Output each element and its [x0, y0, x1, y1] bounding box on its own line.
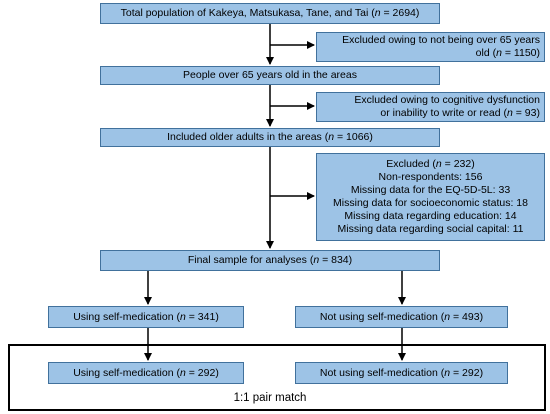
using-self-medication-text: Using self-medication (n = 341): [73, 310, 219, 323]
box-final-sample: Final sample for analyses (n = 834): [100, 250, 440, 271]
included-older-adults-text: Included older adults in the areas (n = …: [167, 131, 373, 143]
excluded-missing-line-2: Non-respondents: 156: [378, 171, 483, 183]
box-using-self-medication: Using self-medication (n = 341): [48, 306, 244, 328]
pair-match-label: 1:1 pair match: [233, 392, 307, 404]
box-excluded-age: Excluded owing to not being over 65 year…: [316, 32, 545, 62]
matched-using-text: Using self-medication (n = 292): [73, 366, 219, 379]
box-total-population: Total population of Kakeya, Matsukasa, T…: [100, 3, 440, 24]
excluded-cognitive-line-2: or inability to write or read (n = 93): [380, 107, 540, 119]
box-matched-using: Using self-medication (n = 292): [48, 362, 244, 384]
not-using-self-medication-text: Not using self-medication (n = 493): [319, 310, 484, 323]
box-excluded-cognitive: Excluded owing to cognitive dysfunction …: [316, 92, 545, 122]
excluded-missing-line-4: Missing data for socioeconomic status: 1…: [333, 197, 528, 209]
excluded-cognitive-line-1: Excluded owing to cognitive dysfunction: [354, 94, 540, 106]
excluded-age-line-2: old (n = 1150): [475, 47, 540, 59]
box-included-older-adults: Included older adults in the areas (n = …: [100, 128, 440, 147]
over-65-text: People over 65 years old in the areas: [183, 69, 357, 81]
excluded-age-line-1: Excluded owing to not being over 65 year…: [342, 34, 540, 46]
excluded-missing-line-5: Missing data regarding education: 14: [344, 210, 517, 222]
pair-match-frame: [8, 344, 546, 411]
box-matched-not-using: Not using self-medication (n = 292): [295, 362, 508, 384]
excluded-missing-line-3: Missing data for the EQ-5D-5L: 33: [350, 184, 511, 196]
total-population-text: Total population of Kakeya, Matsukasa, T…: [120, 7, 420, 19]
box-not-using-self-medication: Not using self-medication (n = 493): [295, 306, 508, 328]
matched-not-using-text: Not using self-medication (n = 292): [319, 366, 484, 379]
box-over-65: People over 65 years old in the areas: [100, 66, 440, 85]
box-excluded-missing: Excluded (n = 232) Non-respondents: 156 …: [316, 153, 545, 241]
excluded-missing-line-1: Excluded (n = 232): [386, 158, 475, 170]
excluded-missing-line-6: Missing data regarding social capital: 1…: [337, 223, 524, 235]
final-sample-text: Final sample for analyses (n = 834): [187, 254, 353, 266]
